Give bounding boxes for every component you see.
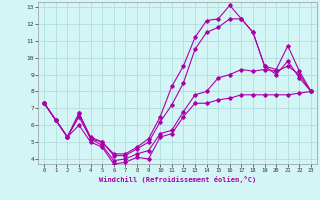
X-axis label: Windchill (Refroidissement éolien,°C): Windchill (Refroidissement éolien,°C) — [99, 176, 256, 183]
